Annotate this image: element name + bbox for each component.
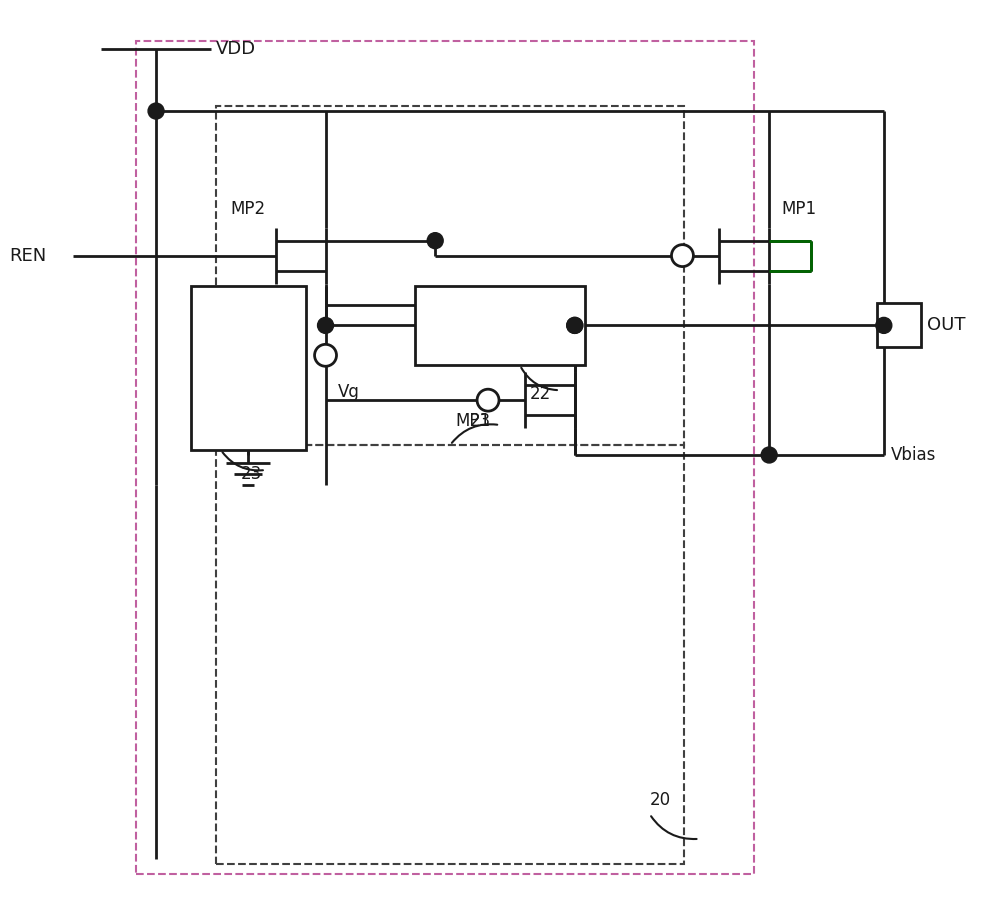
Text: 23: 23 [241, 465, 262, 483]
Text: MP3: MP3 [455, 412, 490, 430]
Circle shape [761, 447, 777, 463]
Bar [415, 286, 585, 365]
Text: OUT: OUT [927, 317, 965, 334]
Text: 第一: 第一 [491, 310, 509, 325]
Text: Vg: Vg [337, 383, 359, 401]
Text: 单元: 单元 [239, 392, 257, 407]
Text: 21: 21 [470, 412, 491, 430]
Circle shape [671, 245, 693, 267]
Text: VDD: VDD [216, 40, 256, 58]
Text: 开关单元: 开关单元 [482, 339, 518, 355]
Text: Vbias: Vbias [891, 446, 936, 464]
Circle shape [148, 103, 164, 119]
Circle shape [567, 318, 583, 333]
Circle shape [477, 389, 499, 411]
Circle shape [315, 344, 337, 366]
Bar [191, 286, 306, 450]
Text: MP1: MP1 [781, 199, 816, 217]
Text: 开关: 开关 [239, 365, 257, 380]
Circle shape [567, 318, 583, 333]
Text: 20: 20 [650, 791, 671, 809]
Text: REN: REN [10, 247, 47, 265]
Text: MP2: MP2 [231, 199, 266, 217]
Circle shape [318, 318, 334, 333]
Bar [877, 303, 921, 348]
Circle shape [876, 318, 892, 333]
Circle shape [427, 233, 443, 248]
Text: 22: 22 [530, 385, 551, 403]
Text: 第二: 第二 [239, 339, 257, 353]
